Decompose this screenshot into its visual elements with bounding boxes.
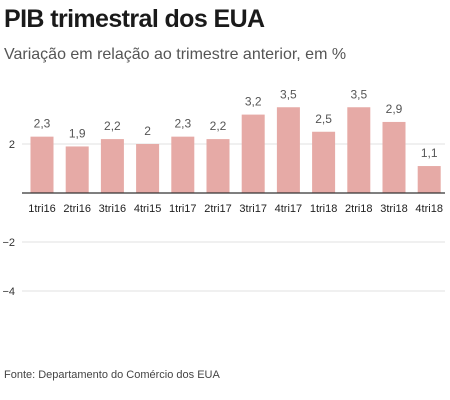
- data-label: 3,2: [245, 95, 262, 109]
- bar: [65, 146, 89, 193]
- chart-title: PIB trimestral dos EUA: [4, 5, 265, 33]
- data-label: 1,9: [69, 126, 86, 140]
- x-tick-label: 3tri16: [99, 203, 127, 215]
- data-label: 2,2: [104, 119, 121, 133]
- chart-subtitle: Variação em relação ao trimestre anterio…: [4, 46, 347, 63]
- data-label: 2,3: [174, 117, 191, 131]
- x-tick-label: 3tri17: [239, 203, 267, 215]
- x-tick-label: 1tri17: [169, 203, 197, 215]
- bar: [30, 136, 54, 193]
- data-label: 2: [144, 124, 151, 138]
- bar: [206, 139, 230, 193]
- bar: [347, 107, 371, 193]
- bar: [241, 114, 265, 193]
- x-tick-label: 4tri18: [415, 203, 443, 215]
- y-tick-label: −4: [2, 286, 15, 298]
- bar: [276, 107, 300, 193]
- data-label: 3,5: [350, 87, 367, 101]
- gridlines: [22, 143, 445, 292]
- x-tick-label: 2tri18: [345, 203, 373, 215]
- data-label: 2,3: [34, 117, 51, 131]
- bar: [171, 136, 195, 193]
- labels: 2 −2 −4 2,3 1tri16 1,9 2tri16 2,2 3tri16 2 4tri15 2…: [2, 87, 443, 298]
- bar: [382, 121, 406, 193]
- bar: [417, 166, 441, 193]
- y-tick-label: −2: [2, 237, 15, 249]
- source-note: Fonte: Departamento do Comércio dos EUA: [4, 369, 220, 381]
- x-tick-label: 3tri18: [380, 203, 408, 215]
- y-tick-label: 2: [9, 139, 15, 151]
- x-tick-label: 4tri17: [275, 203, 303, 215]
- data-label: 1,1: [421, 146, 438, 160]
- bar: [100, 139, 124, 193]
- data-label: 3,5: [280, 87, 297, 101]
- x-tick-label: 1tri18: [310, 203, 338, 215]
- x-tick-label: 1tri16: [28, 203, 56, 215]
- bar: [312, 131, 336, 193]
- x-tick-label: 4tri15: [134, 203, 162, 215]
- bar: [136, 144, 160, 193]
- data-label: 2,2: [210, 119, 227, 133]
- bars: [30, 107, 441, 193]
- x-tick-label: 2tri17: [204, 203, 232, 215]
- x-tick-label: 2tri16: [63, 203, 91, 215]
- data-label: 2,5: [315, 112, 332, 126]
- data-label: 2,9: [386, 102, 403, 116]
